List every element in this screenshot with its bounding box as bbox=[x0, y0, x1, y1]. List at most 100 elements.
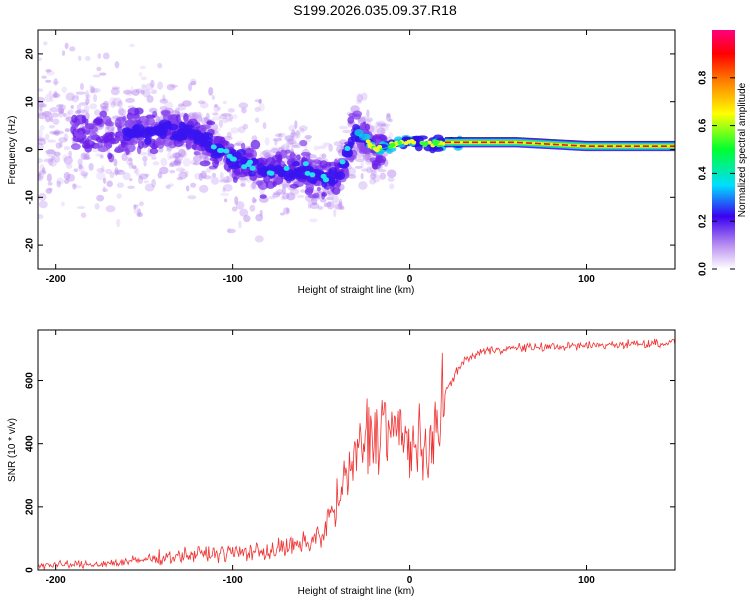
spectrogram-blob bbox=[300, 151, 312, 157]
spectrogram-blob bbox=[84, 118, 89, 125]
spectrogram-noise-blob bbox=[50, 112, 60, 118]
spectrogram-noise-blob bbox=[100, 105, 108, 112]
spectrogram-noise-blob bbox=[143, 161, 147, 167]
spectrogram-blob bbox=[299, 139, 308, 147]
spectrogram-noise-blob bbox=[222, 135, 233, 141]
spectrogram-noise-blob bbox=[83, 105, 90, 114]
spectrogram-noise-blob bbox=[275, 189, 284, 195]
spectrogram-noise-blob bbox=[51, 156, 55, 160]
spectrogram-noise-blob bbox=[49, 130, 57, 135]
spectrogram-strong-blob bbox=[178, 121, 186, 131]
spectrogram-blob bbox=[167, 115, 177, 123]
spectrogram-noise-blob bbox=[109, 171, 115, 179]
spectrogram-noise-blob bbox=[123, 89, 132, 95]
spectrogram-noise-blob bbox=[125, 97, 135, 103]
spectrogram-hotspot bbox=[217, 147, 224, 153]
spectrogram-noise-blob bbox=[233, 142, 243, 146]
spectrogram-noise-blob bbox=[116, 182, 125, 188]
spectrogram-noise-blob bbox=[168, 162, 175, 168]
spectrogram-noise-blob bbox=[38, 172, 42, 177]
spectrogram-noise-blob bbox=[52, 93, 61, 98]
spectrogram-noise-blob bbox=[38, 173, 45, 180]
spectrogram-noise-blob bbox=[326, 196, 334, 201]
spectrogram-transition-blob bbox=[386, 147, 393, 154]
spectrogram-blob bbox=[149, 148, 159, 155]
spectrogram-x-axis-label: Height of straight line (km) bbox=[298, 285, 415, 296]
spectrogram-noise-blob bbox=[38, 200, 48, 209]
spectrogram-noise-blob bbox=[162, 94, 166, 102]
spectrogram-y-tick-label: 20 bbox=[25, 48, 36, 60]
spectrogram-noise-blob bbox=[104, 168, 113, 174]
spectrogram-blob bbox=[89, 132, 98, 138]
spectrogram-noise-blob bbox=[389, 183, 395, 190]
spectrogram-noise-blob bbox=[281, 183, 290, 189]
spectrogram-hotspot bbox=[210, 144, 217, 150]
spectrogram-noise-blob bbox=[361, 168, 369, 172]
spectrogram-noise-blob bbox=[197, 100, 206, 104]
spectrogram-noise-blob bbox=[222, 100, 227, 105]
spectrogram-noise-blob bbox=[53, 129, 61, 136]
spectrogram-noise-blob bbox=[358, 181, 368, 190]
spectrogram-noise-blob bbox=[63, 112, 67, 118]
spectrogram-noise-blob bbox=[285, 207, 290, 214]
spectrogram-noise-blob bbox=[43, 41, 48, 46]
spectrogram-noise-blob bbox=[39, 107, 43, 112]
spectrogram-noise-blob bbox=[262, 122, 267, 130]
spectrogram-noise-blob bbox=[143, 180, 149, 184]
snr-y-axis-label: SNR (10 * v/v) bbox=[7, 418, 18, 482]
spectrogram-hotspot bbox=[304, 170, 311, 176]
spectrogram-blob bbox=[272, 180, 277, 187]
spectrogram-blob bbox=[312, 159, 321, 165]
spectrogram-noise-blob bbox=[166, 83, 176, 91]
spectrogram-hotspot bbox=[241, 164, 248, 170]
spectrogram-noise-blob bbox=[294, 120, 298, 129]
spectrogram-frame bbox=[37, 29, 676, 270]
spectrogram-x-tick-label: 100 bbox=[578, 274, 595, 285]
spectrogram-noise-blob bbox=[71, 183, 78, 187]
spectrogram-noise-blob bbox=[208, 86, 214, 96]
spectrogram-noise-blob bbox=[213, 104, 220, 113]
snr-panel: -200 -100 0 100 0 200 400 600 Height of straigh… bbox=[7, 329, 676, 597]
spectrogram-strong-blob bbox=[141, 129, 149, 139]
spectrogram-blob bbox=[240, 142, 246, 150]
spectrogram-noise-blob bbox=[129, 178, 133, 182]
snr-x-tick-label: 0 bbox=[407, 575, 413, 586]
spectrogram-noise-blob bbox=[180, 150, 188, 159]
spectrogram-noise-blob bbox=[131, 89, 140, 96]
spectrogram-blob bbox=[289, 183, 299, 189]
spectrogram-strong-blob bbox=[158, 119, 171, 129]
spectrogram-noise-blob bbox=[150, 88, 157, 94]
spectrogram-noise-blob bbox=[102, 177, 107, 184]
spectrogram-noise-blob bbox=[309, 202, 320, 210]
spectrogram-noise-blob bbox=[63, 133, 69, 142]
snr-x-tick-label: -100 bbox=[223, 575, 243, 586]
spectrogram-blob bbox=[160, 109, 171, 115]
spectrogram-noise-blob bbox=[82, 173, 88, 179]
spectrogram-noise-blob bbox=[179, 168, 186, 174]
colorbar-tick-label: 0.4 bbox=[698, 166, 709, 180]
spectrogram-noise-blob bbox=[96, 66, 102, 72]
spectrogram-blob bbox=[321, 192, 328, 197]
spectrogram-noise-blob bbox=[224, 198, 228, 203]
spectrogram-hotspot bbox=[268, 170, 275, 176]
spectrogram-noise-blob bbox=[56, 177, 65, 185]
spectrogram-noise-blob bbox=[249, 204, 256, 212]
snr-line-layer bbox=[38, 338, 675, 570]
spectrogram-blob bbox=[289, 151, 296, 160]
spectrogram-noise-blob bbox=[254, 117, 260, 123]
spectrogram-noise-blob bbox=[48, 90, 53, 96]
spectrogram-strong-blob bbox=[144, 137, 152, 145]
spectrogram-noise-blob bbox=[300, 189, 307, 193]
spectrogram-noise-blob bbox=[85, 94, 91, 99]
spectrogram-noise-blob bbox=[65, 92, 76, 101]
spectrogram-blob bbox=[125, 143, 136, 153]
spectrogram-blob bbox=[191, 142, 198, 150]
spectrogram-noise-blob bbox=[230, 127, 239, 134]
spectrogram-noise-blob bbox=[76, 109, 82, 114]
spectrogram-noise-blob bbox=[54, 130, 64, 135]
spectrogram-noise-blob bbox=[205, 112, 210, 121]
spectrogram-noise-blob bbox=[360, 172, 364, 180]
spectrogram-noise-blob bbox=[72, 183, 77, 190]
spectrogram-peak bbox=[372, 146, 378, 151]
